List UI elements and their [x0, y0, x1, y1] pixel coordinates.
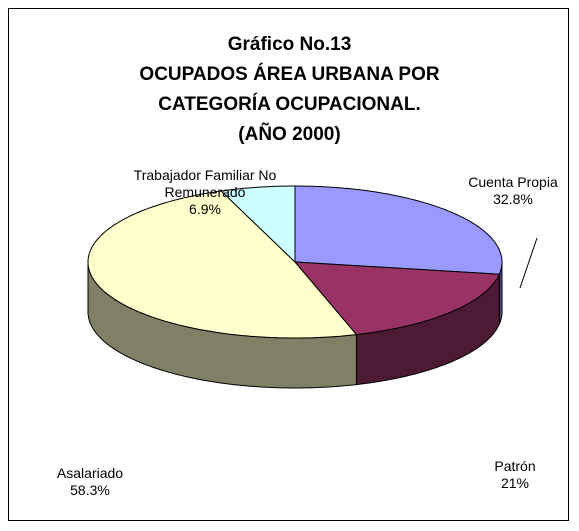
leader-line — [519, 237, 538, 289]
data-label: Patrón 21% — [470, 458, 560, 492]
chart-title: OCUPADOS ÁREA URBANA POR — [139, 64, 440, 85]
data-label: Trabajador Familiar No Remunerado 6.9% — [130, 167, 280, 218]
category-label: Cuenta Propia — [468, 174, 558, 190]
pie-slice — [220, 185, 296, 264]
chart-frame — [8, 8, 569, 521]
chart-title: Gráfico No.13 — [227, 34, 352, 55]
category-label: Patrón — [494, 458, 536, 474]
data-label: Asalariado 58.3% — [30, 465, 150, 499]
pie-slice — [294, 185, 503, 275]
data-label: Cuenta Propia 32.8% — [448, 174, 578, 208]
pie-slice — [87, 190, 358, 339]
chart-title: (AÑO 2000) — [238, 124, 341, 145]
pie-slice — [293, 261, 501, 336]
value-label: 32.8% — [493, 191, 533, 207]
category-label: Asalariado — [56, 465, 124, 481]
category-label: Trabajador Familiar No Remunerado — [133, 167, 277, 200]
value-label: 21% — [500, 475, 530, 491]
value-label: 58.3% — [70, 482, 110, 498]
chart-title: CATEGORÍA OCUPACIONAL. — [158, 94, 421, 115]
value-label: 6.9% — [189, 201, 221, 217]
